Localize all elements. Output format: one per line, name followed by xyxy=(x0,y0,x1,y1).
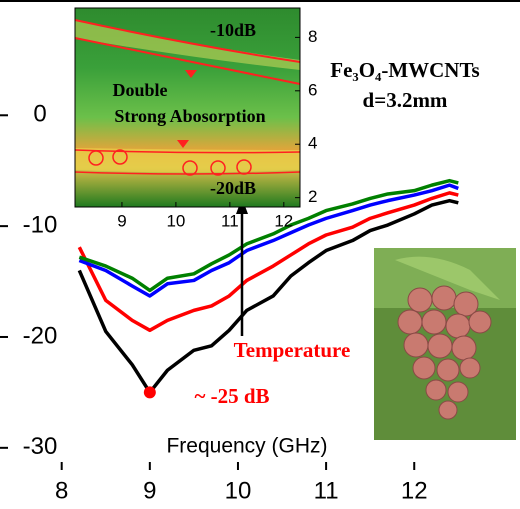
x-tick-label: 8 xyxy=(55,477,68,504)
inset-upper-label: -10dB xyxy=(210,20,256,40)
y-tick-label: 0 xyxy=(33,101,46,128)
inset-x-tick-label: 9 xyxy=(117,211,126,230)
thickness-label: d=3.2mm xyxy=(363,88,448,112)
x-tick-label: 11 xyxy=(314,477,339,504)
inset-y-tick-label: 8 xyxy=(308,27,317,46)
inset-x-tick-label: 10 xyxy=(166,211,185,230)
material-label: Fe₃O₄-MWCNTs xyxy=(330,58,479,82)
x-tick-label: 9 xyxy=(143,477,156,504)
x-tick-label: 10 xyxy=(225,477,252,504)
inset-y-tick-label: 4 xyxy=(308,134,317,153)
inset-label: Strong Abosorption xyxy=(114,106,265,126)
minimum-label: ~ -25 dB xyxy=(194,384,269,408)
series-line xyxy=(77,191,459,333)
inset xyxy=(74,7,301,208)
series-line xyxy=(78,183,459,298)
inset-x-tick-label: 11 xyxy=(221,211,239,230)
inset-y-tick-label: 6 xyxy=(308,80,317,99)
inset-x-tick-label: 12 xyxy=(274,211,293,230)
series-line xyxy=(78,178,459,293)
grape-photo xyxy=(374,248,516,440)
y-tick-label: -20 xyxy=(23,322,58,349)
inset-lower-label: -20dB xyxy=(210,178,256,198)
inset-label: Double xyxy=(112,80,167,100)
x-axis-label: Frequency (GHz) xyxy=(166,435,327,458)
y-tick-label: -10 xyxy=(23,211,58,238)
minimum-marker xyxy=(143,386,156,399)
temperature-label: Temperature xyxy=(234,338,351,362)
inset-y-tick-label: 2 xyxy=(308,187,317,206)
y-tick-label: -30 xyxy=(23,433,58,460)
x-tick-label: 12 xyxy=(401,477,428,504)
